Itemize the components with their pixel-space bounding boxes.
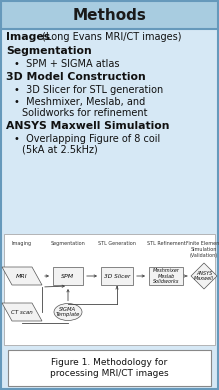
- FancyBboxPatch shape: [8, 350, 211, 386]
- Text: STL Generation: STL Generation: [98, 241, 136, 246]
- Text: STL Refinement: STL Refinement: [147, 241, 185, 246]
- FancyBboxPatch shape: [101, 267, 133, 285]
- FancyBboxPatch shape: [149, 267, 183, 285]
- Text: •  3D Slicer for STL generation: • 3D Slicer for STL generation: [14, 85, 163, 95]
- Text: (5kA at 2.5kHz): (5kA at 2.5kHz): [22, 145, 98, 155]
- FancyBboxPatch shape: [53, 267, 83, 285]
- Text: 3D Model Construction: 3D Model Construction: [6, 72, 146, 82]
- Text: Finite Element
Simulation
(Validation): Finite Element Simulation (Validation): [186, 241, 219, 258]
- Text: Figure 1. Methodology for
processing MRI/CT images: Figure 1. Methodology for processing MRI…: [50, 358, 169, 378]
- Text: SIGMA
Template: SIGMA Template: [56, 307, 80, 317]
- Text: Solidworks for refinement: Solidworks for refinement: [22, 108, 148, 118]
- Text: •  Overlapping Figure of 8 coil: • Overlapping Figure of 8 coil: [14, 134, 160, 144]
- FancyBboxPatch shape: [4, 234, 215, 345]
- Text: Methods: Methods: [72, 7, 147, 23]
- Polygon shape: [2, 267, 42, 285]
- Polygon shape: [191, 263, 217, 289]
- Text: 3D Slicer: 3D Slicer: [104, 273, 130, 278]
- Text: MRI: MRI: [16, 273, 28, 278]
- Text: •  Meshmixer, Meslab, and: • Meshmixer, Meslab, and: [14, 97, 145, 107]
- Text: SPM: SPM: [62, 273, 74, 278]
- Ellipse shape: [54, 303, 82, 321]
- Text: (Long Evans MRI/CT images): (Long Evans MRI/CT images): [42, 32, 182, 42]
- Text: Imaging: Imaging: [12, 241, 32, 246]
- Text: •  SPM + SIGMA atlas: • SPM + SIGMA atlas: [14, 59, 120, 69]
- Text: Images: Images: [6, 32, 50, 42]
- Text: ANSYS
Maxwell: ANSYS Maxwell: [194, 271, 214, 282]
- Text: Meshmixer
Meslab
Solidworks: Meshmixer Meslab Solidworks: [153, 268, 179, 284]
- Text: Segmentation: Segmentation: [51, 241, 85, 246]
- Text: ANSYS Maxwell Simulation: ANSYS Maxwell Simulation: [6, 121, 170, 131]
- Text: CT scan: CT scan: [11, 310, 33, 314]
- Polygon shape: [2, 303, 42, 321]
- Text: Segmentation: Segmentation: [6, 46, 92, 56]
- FancyBboxPatch shape: [1, 1, 218, 29]
